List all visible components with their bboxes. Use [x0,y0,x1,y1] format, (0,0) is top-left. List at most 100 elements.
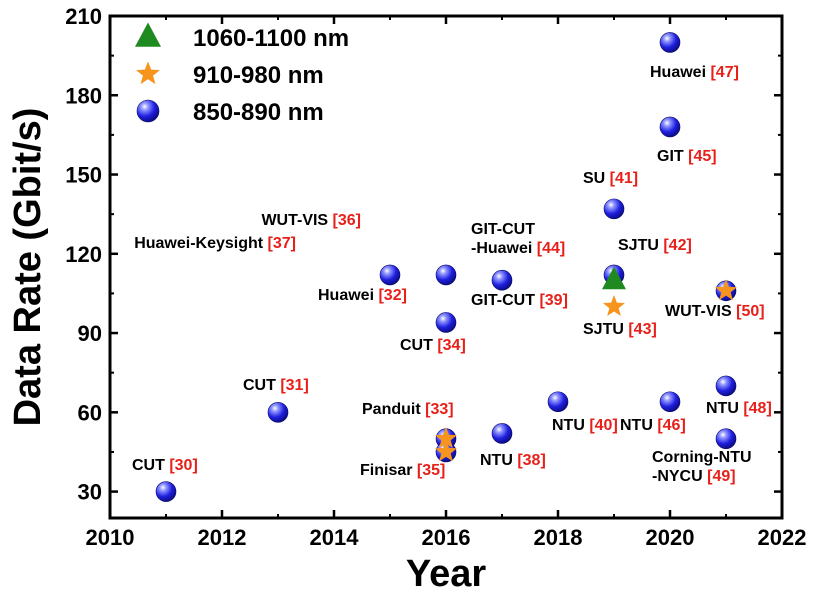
point-sphere-13 [659,116,681,138]
legend-marker-1 [135,61,161,85]
y-tick-label-6: 210 [65,4,102,29]
y-axis-title: Data Rate (Gbit/s) [7,108,49,427]
x-tick-label-0: 2010 [86,525,135,550]
annotation-11: NTU [40] [552,417,618,434]
annotation-20-line-1: -NYCU [49] [652,468,736,485]
annotation-13: SJTU [42] [618,237,692,254]
annotation-name: Finisar [360,462,417,479]
annotation-ref: [30] [169,457,197,474]
annotation-9: GIT-CUT [471,221,535,238]
point-sphere-17 [715,428,737,450]
annotation-17: NTU [46] [620,417,686,434]
annotation-ref: [33] [425,401,453,418]
annotation-name: Huawei [318,287,378,304]
annotation-0: CUT [30] [132,457,198,474]
point-sphere-16 [715,375,737,397]
annotation-ref: [43] [628,321,656,338]
legend-label-1: 910-980 nm [193,62,324,89]
x-tick-label-3: 2016 [422,525,471,550]
annotation-16: GIT [45] [657,148,717,165]
annotation-3: WUT-VIS [36] [261,212,361,229]
x-tick-label-5: 2020 [646,525,695,550]
annotation-9-line-1: -Huawei [44] [471,240,565,257]
x-tick-label-6: 2022 [758,525,807,550]
legend-marker-0 [135,22,161,47]
annotation-name: CUT [243,377,280,394]
point-sphere-8 [491,423,513,444]
x-tick-label-1: 2012 [198,525,247,550]
legend-label-2: 850-890 nm [193,99,324,126]
annotation-name: GIT [657,148,688,165]
y-tick-label-5: 180 [65,83,102,108]
annotation-ref: [50] [736,303,764,320]
annotation-12: SU [41] [583,170,638,187]
point-sphere-7 [491,269,513,291]
annotation-1: CUT [31] [243,377,309,394]
legend: 1060-1100 nm 910-980 nm 850-890 nm [135,22,349,126]
annotation-ref: [32] [378,287,406,304]
annotation-ref: [31] [280,377,308,394]
y-tick-label-1: 60 [78,400,102,425]
annotation-ref: [44] [537,240,565,257]
annotation-ref: [45] [688,148,716,165]
annotation-2: Huawei [32] [318,287,407,304]
y-tick-label-3: 120 [65,242,102,267]
legend-label-0: 1060-1100 nm [193,25,349,52]
annotation-name: -Huawei [471,240,537,257]
annotation-name: GIT-CUT [471,221,535,238]
point-star-3 [714,279,738,301]
annotation-ref: [37] [268,235,296,252]
annotation-name: NTU [620,417,657,434]
point-sphere-3 [435,264,457,286]
annotation-name: WUT-VIS [665,303,736,320]
annotation-8: GIT-CUT [39] [471,292,568,309]
point-sphere-9 [547,391,569,413]
annotation-14: SJTU [43] [583,321,657,338]
annotation-ref: [41] [610,170,638,187]
annotation-6: Panduit [33] [362,401,454,418]
annotation-name: GIT-CUT [471,292,539,309]
annotation-20: Corning-NTU [652,449,752,466]
point-sphere-2 [379,264,401,286]
annotation-name: SJTU [618,237,663,254]
point-sphere-4 [435,312,457,333]
y-tick-label-2: 90 [78,321,102,346]
point-star-1 [434,440,458,462]
annotation-ref: [38] [517,452,545,469]
x-tick-label-4: 2018 [534,525,583,550]
point-sphere-14 [659,391,681,413]
point-star-2 [602,294,626,317]
annotation-19: NTU [48] [706,400,772,417]
point-triangle-0 [602,266,626,290]
point-annotations: CUT [30]CUT [31]Huawei [32]WUT-VIS [36]H… [132,64,772,485]
annotation-ref: [49] [707,468,735,485]
annotation-18: WUT-VIS [50] [665,303,765,320]
annotation-name: NTU [706,400,743,417]
annotation-ref: [34] [437,337,465,354]
annotation-ref: [39] [539,292,567,309]
x-axis-title: Year [406,553,487,589]
point-sphere-12 [659,32,681,53]
annotation-ref: [48] [743,400,771,417]
data-points [155,32,738,502]
annotation-ref: [46] [657,417,685,434]
point-sphere-10 [603,198,625,220]
annotation-4: Huawei-Keysight [37] [134,235,296,252]
annotation-5: CUT [34] [400,337,466,354]
annotation-name: Huawei-Keysight [134,235,267,252]
annotation-ref: [35] [417,462,445,479]
point-sphere-0 [155,481,177,502]
annotation-ref: [42] [663,237,691,254]
annotation-name: CUT [132,457,169,474]
annotation-ref: [40] [589,417,617,434]
point-sphere-1 [267,402,289,423]
axes: 2010 2012 2014 2016 2018 2020 2022 30 60 90 120 150… [65,4,806,550]
annotation-name: NTU [552,417,589,434]
annotation-name: -NYCU [652,468,707,485]
annotation-name: SJTU [583,321,628,338]
y-tick-label-4: 150 [65,163,102,188]
y-tick-label-0: 30 [78,480,102,505]
annotation-ref: [47] [710,64,738,81]
annotation-name: Panduit [362,401,425,418]
